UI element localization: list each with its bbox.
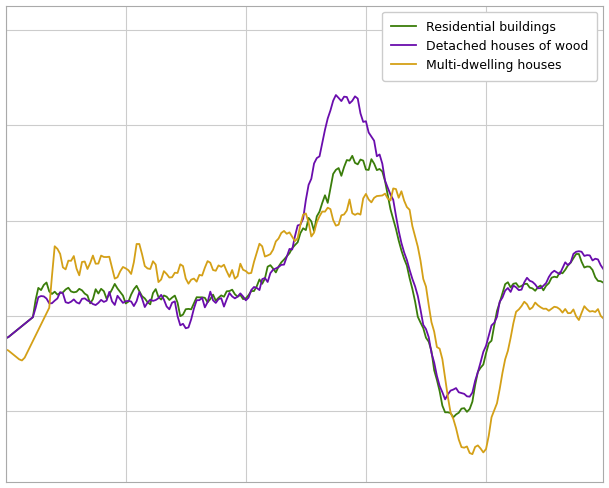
Detached houses of wood (177, 323, 184, 328)
Multi-dwelling houses (600, 316, 607, 322)
Residential buildings (322, 192, 329, 198)
Residential buildings (177, 313, 184, 319)
Detached houses of wood (166, 306, 173, 312)
Multi-dwelling houses (322, 209, 329, 215)
Multi-dwelling houses (532, 300, 539, 305)
Legend: Residential buildings, Detached houses of wood, Multi-dwelling houses: Residential buildings, Detached houses o… (382, 12, 597, 81)
Residential buildings (600, 280, 607, 285)
Line: Detached houses of wood: Detached houses of wood (5, 95, 604, 399)
Multi-dwelling houses (177, 262, 184, 267)
Multi-dwelling houses (390, 185, 397, 191)
Multi-dwelling houses (512, 309, 519, 315)
Residential buildings (532, 288, 539, 294)
Detached houses of wood (333, 92, 340, 98)
Residential buildings (348, 153, 356, 159)
Residential buildings (512, 280, 519, 286)
Detached houses of wood (442, 396, 449, 402)
Multi-dwelling houses (166, 275, 173, 281)
Residential buildings (166, 297, 173, 303)
Residential buildings (449, 414, 457, 420)
Detached houses of wood (512, 285, 519, 290)
Multi-dwelling houses (469, 451, 476, 457)
Multi-dwelling houses (543, 306, 550, 312)
Multi-dwelling houses (2, 346, 9, 352)
Detached houses of wood (600, 266, 607, 272)
Detached houses of wood (543, 280, 550, 286)
Detached houses of wood (2, 335, 9, 341)
Detached houses of wood (322, 127, 329, 133)
Line: Residential buildings: Residential buildings (5, 156, 604, 417)
Residential buildings (2, 335, 9, 341)
Line: Multi-dwelling houses: Multi-dwelling houses (5, 188, 604, 454)
Residential buildings (543, 283, 550, 289)
Detached houses of wood (532, 282, 539, 287)
